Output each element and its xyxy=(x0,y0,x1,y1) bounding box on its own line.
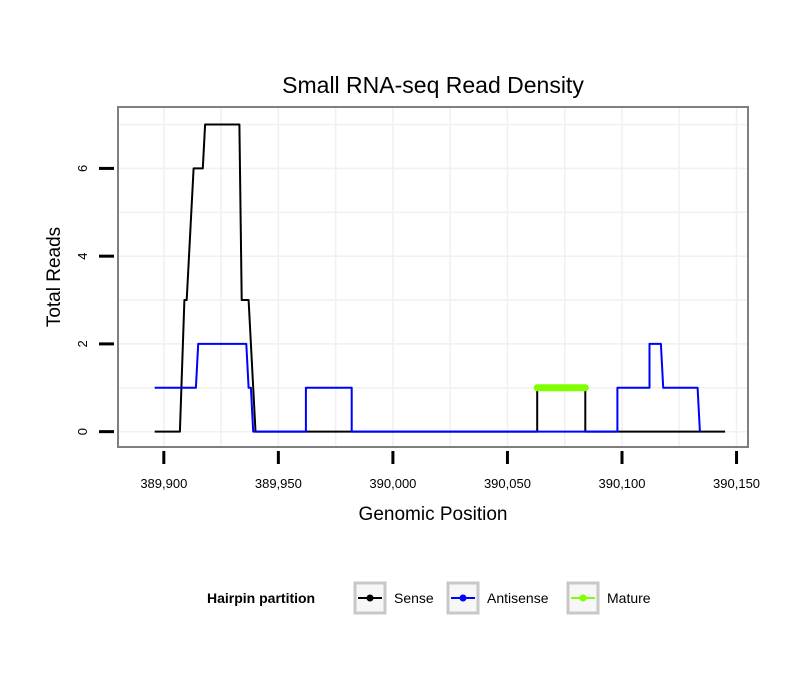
y-tick-label: 4 xyxy=(75,253,90,260)
x-tick-label: 390,050 xyxy=(484,476,531,491)
plot-panel xyxy=(117,106,749,448)
y-tick-label: 6 xyxy=(75,165,90,172)
legend-key-dot xyxy=(459,594,467,602)
chart-title: Small RNA-seq Read Density xyxy=(282,72,584,98)
legend-label-mature: Mature xyxy=(607,590,651,606)
legend-key-dot xyxy=(579,594,587,602)
x-axis-title: Genomic Position xyxy=(359,504,508,525)
legend: Hairpin partition Sense Antisense Mature xyxy=(207,581,651,615)
y-axis: 0 2 4 6 xyxy=(75,165,114,435)
legend-label-antisense: Antisense xyxy=(487,590,549,606)
series-line-antisense xyxy=(154,342,701,433)
legend-title: Hairpin partition xyxy=(207,590,315,606)
x-tick-label: 390,100 xyxy=(599,476,646,491)
series-layer xyxy=(154,123,726,433)
x-tick-label: 389,950 xyxy=(255,476,302,491)
y-tick-label: 0 xyxy=(75,428,90,435)
x-tick-label: 390,000 xyxy=(369,476,416,491)
legend-key-dot xyxy=(366,594,374,602)
y-axis-title: Total Reads xyxy=(44,227,65,327)
y-tick-label: 2 xyxy=(75,340,90,347)
legend-label-sense: Sense xyxy=(394,590,434,606)
grid-lines xyxy=(119,108,747,446)
x-tick-label: 389,900 xyxy=(140,476,187,491)
x-tick-label: 390,150 xyxy=(713,476,760,491)
x-axis: 389,900 389,950 390,000 390,050 390,100 390,1… xyxy=(140,451,760,491)
